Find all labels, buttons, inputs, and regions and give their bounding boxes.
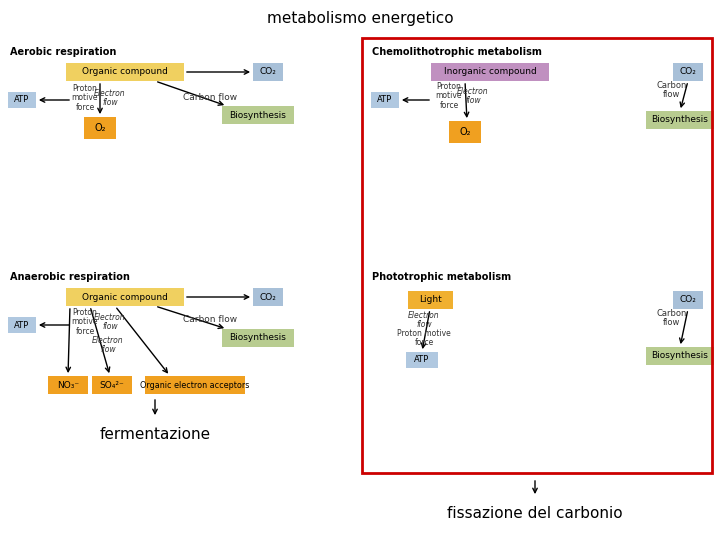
FancyBboxPatch shape (66, 288, 184, 306)
Text: CO₂: CO₂ (260, 293, 276, 301)
Text: Carbon flow: Carbon flow (183, 315, 237, 325)
Text: Anaerobic respiration: Anaerobic respiration (10, 272, 130, 282)
Text: NO₃⁻: NO₃⁻ (57, 381, 79, 389)
Text: O₂: O₂ (94, 123, 106, 133)
FancyBboxPatch shape (92, 376, 132, 394)
Text: Electron
flow: Electron flow (94, 89, 126, 107)
Text: Carbon
flow: Carbon flow (657, 309, 687, 327)
Text: Carbon
flow: Carbon flow (657, 80, 687, 99)
FancyBboxPatch shape (84, 117, 116, 139)
FancyBboxPatch shape (646, 111, 714, 129)
Bar (362, 38, 712, 473)
Text: Aerobic respiration: Aerobic respiration (10, 47, 117, 57)
Text: Proton
motive
force: Proton motive force (436, 82, 462, 110)
Text: Biosynthesis: Biosynthesis (652, 116, 708, 125)
Text: Inorganic compound: Inorganic compound (444, 68, 536, 77)
FancyBboxPatch shape (66, 63, 184, 81)
FancyBboxPatch shape (8, 317, 36, 333)
Text: CO₂: CO₂ (680, 295, 696, 305)
Text: Chemolithotrophic metabolism: Chemolithotrophic metabolism (372, 47, 542, 57)
Text: Electron
flow: Electron flow (92, 336, 124, 354)
Text: ATP: ATP (377, 96, 392, 105)
FancyBboxPatch shape (253, 288, 283, 306)
Text: Light: Light (418, 295, 441, 305)
Text: Biosynthesis: Biosynthesis (230, 111, 287, 119)
Text: fermentazione: fermentazione (99, 427, 210, 442)
Text: O₂: O₂ (459, 127, 471, 137)
Text: SO₄²⁻: SO₄²⁻ (99, 381, 125, 389)
Text: Proton motive
force: Proton motive force (397, 329, 451, 347)
Text: CO₂: CO₂ (260, 68, 276, 77)
Text: fissazione del carbonio: fissazione del carbonio (447, 506, 623, 521)
Text: metabolismo energetico: metabolismo energetico (266, 10, 454, 25)
FancyBboxPatch shape (431, 63, 549, 81)
FancyBboxPatch shape (48, 376, 88, 394)
Text: Carbon flow: Carbon flow (183, 92, 237, 102)
Text: Electron
flow: Electron flow (457, 86, 489, 105)
Text: Proton
motive
force: Proton motive force (72, 308, 98, 336)
FancyBboxPatch shape (253, 63, 283, 81)
FancyBboxPatch shape (673, 291, 703, 309)
FancyBboxPatch shape (8, 92, 36, 108)
FancyBboxPatch shape (222, 329, 294, 347)
FancyBboxPatch shape (222, 106, 294, 124)
Text: Electron
flow: Electron flow (94, 313, 126, 332)
Text: CO₂: CO₂ (680, 68, 696, 77)
FancyBboxPatch shape (408, 291, 452, 309)
Text: Biosynthesis: Biosynthesis (652, 352, 708, 361)
Text: Biosynthesis: Biosynthesis (230, 334, 287, 342)
FancyBboxPatch shape (371, 92, 399, 108)
FancyBboxPatch shape (673, 63, 703, 81)
Text: Organic compound: Organic compound (82, 293, 168, 301)
FancyBboxPatch shape (406, 352, 438, 368)
Text: Organic electron acceptors: Organic electron acceptors (140, 381, 250, 389)
Text: Organic compound: Organic compound (82, 68, 168, 77)
Text: ATP: ATP (14, 321, 30, 329)
FancyBboxPatch shape (646, 347, 714, 365)
Text: Proton
motive
force: Proton motive force (72, 84, 98, 112)
Text: Phototrophic metabolism: Phototrophic metabolism (372, 272, 511, 282)
FancyBboxPatch shape (145, 376, 245, 394)
Text: ATP: ATP (14, 96, 30, 105)
Text: ATP: ATP (415, 355, 430, 364)
FancyBboxPatch shape (449, 121, 481, 143)
Text: Electron
flow: Electron flow (408, 310, 440, 329)
